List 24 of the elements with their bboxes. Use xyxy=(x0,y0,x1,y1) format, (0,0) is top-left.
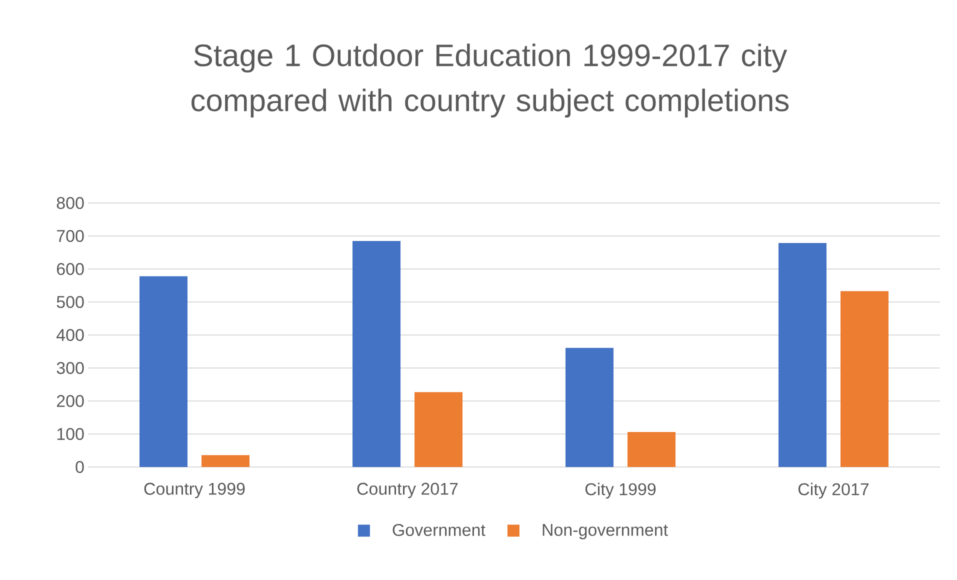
bar xyxy=(840,291,889,467)
legend-label: Non-government xyxy=(542,524,668,540)
bar xyxy=(566,348,614,467)
bar xyxy=(778,242,827,467)
y-tick-label: 500 xyxy=(56,296,84,308)
bar xyxy=(352,240,401,467)
y-tick-label: 300 xyxy=(56,362,84,374)
x-tick-label: Country 1999 xyxy=(144,482,245,498)
y-tick-label: 400 xyxy=(56,328,84,342)
legend-label: Government xyxy=(392,524,486,536)
bar xyxy=(414,392,463,467)
y-tick-label: 200 xyxy=(56,394,84,408)
y-tick-label: 100 xyxy=(57,428,84,440)
bar xyxy=(140,276,188,467)
x-tick-label: Country 2017 xyxy=(357,482,458,498)
bar xyxy=(202,455,250,467)
x-tick-label: City 2017 xyxy=(798,482,869,499)
y-tick-label: 0 xyxy=(76,460,84,474)
y-tick-label: 700 xyxy=(56,230,84,242)
y-tick-label: 800 xyxy=(56,196,84,210)
y-tick-label: 600 xyxy=(56,262,84,276)
chart-title: Stage 1 Outdoor Education 1999-2017 city compared with country subject completions xyxy=(192,44,789,118)
x-tick-label: City 1999 xyxy=(585,482,656,499)
bar xyxy=(628,432,676,467)
